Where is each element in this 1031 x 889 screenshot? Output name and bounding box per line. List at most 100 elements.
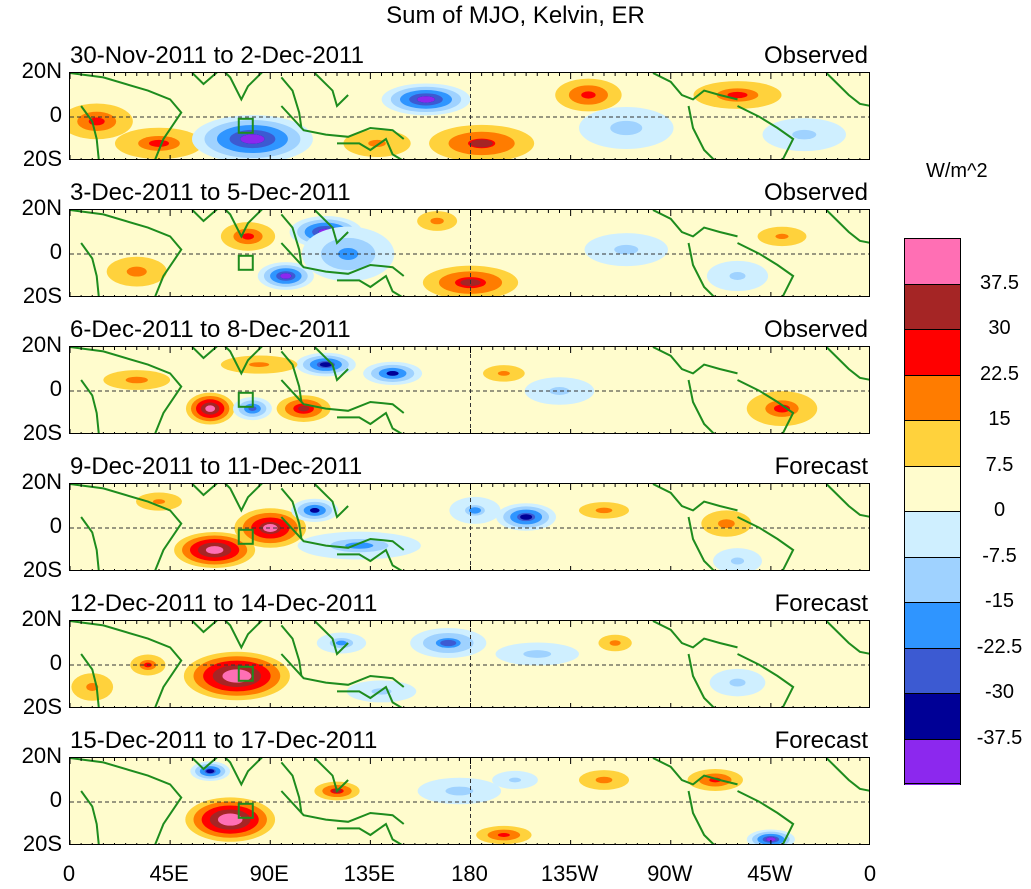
colorbar-divider [904, 329, 961, 330]
anomaly-map-panel [69, 483, 870, 571]
colorbar-label: 22.5 [980, 362, 1019, 385]
colorbar-swatch [904, 647, 961, 694]
anomaly-map-panel [69, 620, 870, 708]
x-tick-label: 0 [62, 861, 76, 886]
y-tick-label: 20N [21, 195, 62, 220]
coastline [337, 685, 403, 707]
panel-date-range: 12-Dec-2011 to 14-Dec-2011 [70, 590, 378, 617]
panel-type-label: Forecast [774, 727, 868, 754]
anomaly-contour [497, 371, 510, 376]
coastline [280, 790, 405, 825]
coastline [314, 621, 349, 656]
coastline [652, 484, 738, 512]
coastline [80, 516, 100, 570]
colorbar-divider [904, 693, 961, 694]
anomaly-contour [523, 650, 552, 658]
x-tick-label: 0 [863, 861, 877, 886]
colorbar-divider [904, 374, 961, 376]
anomaly-contour [520, 514, 533, 520]
coastline [314, 758, 349, 793]
coastline [652, 621, 738, 649]
coastline [70, 347, 183, 433]
y-tick-label: 20S [22, 283, 62, 308]
anomaly-contour [263, 524, 278, 532]
coastline [280, 76, 303, 129]
coastline [80, 379, 100, 433]
colorbar-swatch [904, 556, 961, 603]
colorbar-divider [904, 738, 961, 740]
coastline [280, 487, 303, 540]
coastline [314, 210, 349, 245]
coastline [191, 758, 263, 787]
y-tick-label: 20N [21, 606, 62, 631]
anomaly-contour [508, 777, 522, 783]
coastline [737, 105, 795, 159]
x-tick-label: 135E [343, 861, 396, 886]
coastline [825, 210, 869, 244]
coastline [687, 242, 715, 296]
anomaly-contour [125, 376, 148, 384]
coastline [687, 790, 715, 844]
coastline [737, 242, 795, 296]
coastline [80, 653, 100, 707]
coastline [687, 516, 715, 570]
anomaly-contour [240, 134, 265, 144]
panel-type-label: Forecast [774, 453, 868, 480]
chart-title: Sum of MJO, Kelvin, ER [386, 2, 645, 29]
colorbar-label: -15 [985, 590, 1014, 612]
coastline [652, 73, 738, 101]
coastline [191, 484, 263, 513]
coastline [191, 210, 263, 239]
anomaly-contour [319, 362, 332, 367]
anomaly-map-svg [70, 73, 869, 159]
colorbar-divider [904, 602, 961, 603]
coastline [191, 621, 263, 650]
coastline [80, 790, 100, 844]
x-tick-label: 45W [747, 861, 793, 886]
region-marker-box [237, 254, 254, 271]
x-tick-label: 45E [149, 861, 189, 886]
y-tick-label: 0 [49, 239, 62, 264]
anomaly-contour [470, 139, 493, 148]
colorbar-swatch [904, 693, 961, 739]
region-marker-box [237, 665, 254, 682]
anomaly-contour [730, 557, 745, 565]
colorbar-swatch [904, 420, 961, 466]
panel-type-label: Observed [763, 42, 868, 69]
anomaly-contour [440, 639, 457, 647]
colorbar-divider [904, 511, 961, 512]
region-marker-box [237, 391, 254, 408]
panel-date-range: 6-Dec-2011 to 8-Dec-2011 [70, 316, 351, 343]
anomaly-contour [338, 248, 359, 260]
colorbar-swatch [904, 283, 961, 330]
coastline [70, 73, 183, 159]
anomaly-contour [221, 815, 240, 824]
coastline [825, 73, 869, 107]
coastline [737, 653, 795, 707]
anomaly-contour [126, 266, 147, 277]
x-tick-label: 180 [451, 861, 488, 886]
y-tick-label: 20S [22, 831, 62, 856]
region-marker-box [237, 802, 254, 819]
anomaly-contour [729, 272, 746, 280]
coastline [280, 105, 405, 140]
colorbar-divider [904, 465, 961, 467]
coastline [652, 210, 738, 238]
anomaly-contour [148, 139, 170, 147]
anomaly-contour [249, 362, 270, 367]
coastline [70, 484, 183, 570]
colorbar-swatch [904, 374, 961, 421]
anomaly-contour [468, 507, 481, 514]
anomaly-contour [309, 508, 320, 513]
coastline [314, 73, 349, 108]
x-tick-label: 135W [540, 861, 599, 886]
panel-date-range: 30-Nov-2011 to 2-Dec-2011 [70, 42, 364, 69]
anomaly-map-panel [69, 72, 870, 160]
anomaly-contour [497, 833, 510, 837]
anomaly-map-panel [69, 209, 870, 297]
coastline [337, 548, 403, 570]
coastline [687, 379, 715, 433]
coastline [280, 653, 405, 688]
colorbar-label: -30 [985, 681, 1014, 703]
anomaly-map-svg [70, 621, 869, 707]
